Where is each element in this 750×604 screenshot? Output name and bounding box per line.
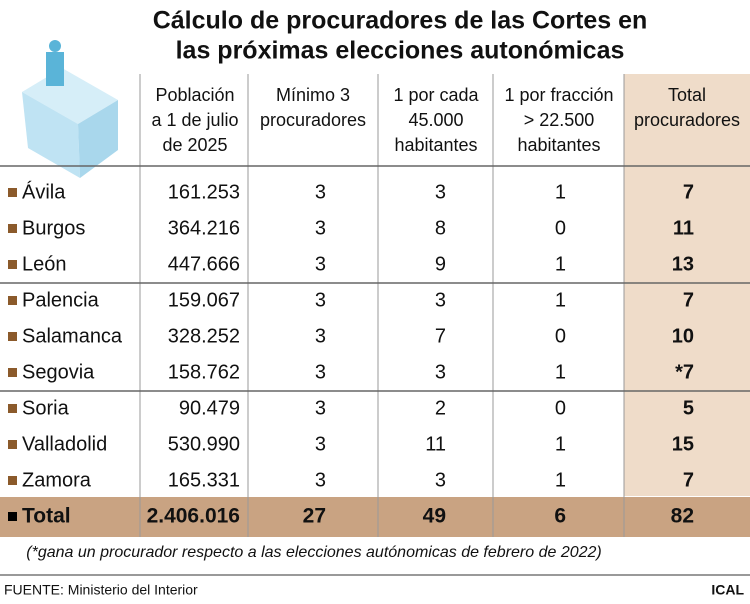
cell: 161.253	[168, 181, 240, 203]
cell: 82	[671, 505, 694, 528]
column-header: procuradores	[634, 110, 740, 130]
cell: 3	[315, 181, 326, 203]
row-label: Valladolid	[22, 433, 107, 455]
cell: 0	[555, 397, 566, 419]
column-header: 1 por cada	[393, 85, 479, 105]
column-header: habitantes	[517, 135, 600, 155]
cell: 1	[555, 253, 566, 275]
column-header: > 22.500	[524, 110, 595, 130]
cell: 3	[315, 325, 326, 347]
cell: 1	[555, 361, 566, 383]
cell: 0	[555, 325, 566, 347]
cell: 3	[315, 361, 326, 383]
row-label: Palencia	[22, 289, 100, 311]
cell: 0	[555, 217, 566, 239]
cell: 3	[435, 469, 446, 491]
cell: 3	[315, 217, 326, 239]
cell: 328.252	[168, 325, 240, 347]
cell: 27	[303, 505, 326, 528]
column-header: Población	[155, 85, 234, 105]
bullet	[8, 440, 17, 449]
cell: 1	[555, 181, 566, 203]
cell: 15	[672, 433, 694, 455]
cell: 7	[683, 181, 694, 203]
cell: 447.666	[168, 253, 240, 275]
cell: 165.331	[168, 469, 240, 491]
bullet	[8, 368, 17, 377]
bullet	[8, 332, 17, 341]
column-header: procuradores	[260, 110, 366, 130]
cell: 13	[672, 253, 694, 275]
cell: 7	[683, 469, 694, 491]
column-header: habitantes	[394, 135, 477, 155]
row-label: Segovia	[22, 361, 95, 383]
cell: 159.067	[168, 289, 240, 311]
cell: 3	[435, 181, 446, 203]
cell: 7	[683, 289, 694, 311]
total-column-bg	[624, 74, 750, 496]
column-header: 1 por fracción	[504, 85, 613, 105]
column-header: de 2025	[162, 135, 227, 155]
cell: 3	[315, 469, 326, 491]
source: FUENTE: Ministerio del Interior	[4, 582, 198, 598]
cell: 5	[683, 397, 694, 419]
title: Cálculo de procuradores de las Cortes en	[153, 7, 648, 35]
cell: 1	[555, 433, 566, 455]
bullet	[8, 512, 17, 521]
title: las próximas elecciones autonómicas	[176, 37, 625, 65]
row-label: Salamanca	[22, 325, 123, 347]
column-header: Total	[668, 85, 706, 105]
bullet	[8, 188, 17, 197]
cell: 530.990	[168, 433, 240, 455]
row-label: Zamora	[22, 469, 92, 491]
cell: 6	[554, 505, 566, 528]
cell: 1	[555, 289, 566, 311]
bullet	[8, 476, 17, 485]
cell: 158.762	[168, 361, 240, 383]
cell: 2	[435, 397, 446, 419]
row-label: Ávila	[22, 180, 66, 203]
column-header: a 1 de julio	[151, 110, 238, 130]
cell: 2.406.016	[147, 505, 240, 528]
cell: 364.216	[168, 217, 240, 239]
cell: 49	[423, 505, 446, 528]
cell: 90.479	[179, 397, 240, 419]
bullet	[8, 224, 17, 233]
cell: 1	[555, 469, 566, 491]
cell: 3	[435, 289, 446, 311]
cell: 9	[435, 253, 446, 275]
cell: *7	[675, 361, 694, 383]
cell: 8	[435, 217, 446, 239]
column-header: 45.000	[408, 110, 463, 130]
row-label: León	[22, 253, 67, 275]
cell: 7	[435, 325, 446, 347]
bullet	[8, 404, 17, 413]
cell: 11	[673, 217, 694, 239]
total-row-bg	[0, 497, 750, 537]
row-label: Soria	[22, 397, 70, 419]
cell: 3	[435, 361, 446, 383]
grid	[0, 74, 750, 576]
cell: 3	[315, 433, 326, 455]
ballot-icon	[22, 40, 118, 178]
cell: 3	[315, 253, 326, 275]
bullet	[8, 260, 17, 269]
cell: 11	[425, 433, 446, 455]
cell: 10	[672, 325, 694, 347]
row-label: Burgos	[22, 217, 85, 239]
column-header: Mínimo 3	[276, 85, 350, 105]
footnote: (*gana un procurador respecto a las elec…	[26, 544, 601, 561]
brand: ICAL	[711, 582, 744, 598]
bullet	[8, 296, 17, 305]
cell: 3	[315, 397, 326, 419]
cell: 3	[315, 289, 326, 311]
row-label: Total	[22, 505, 71, 528]
